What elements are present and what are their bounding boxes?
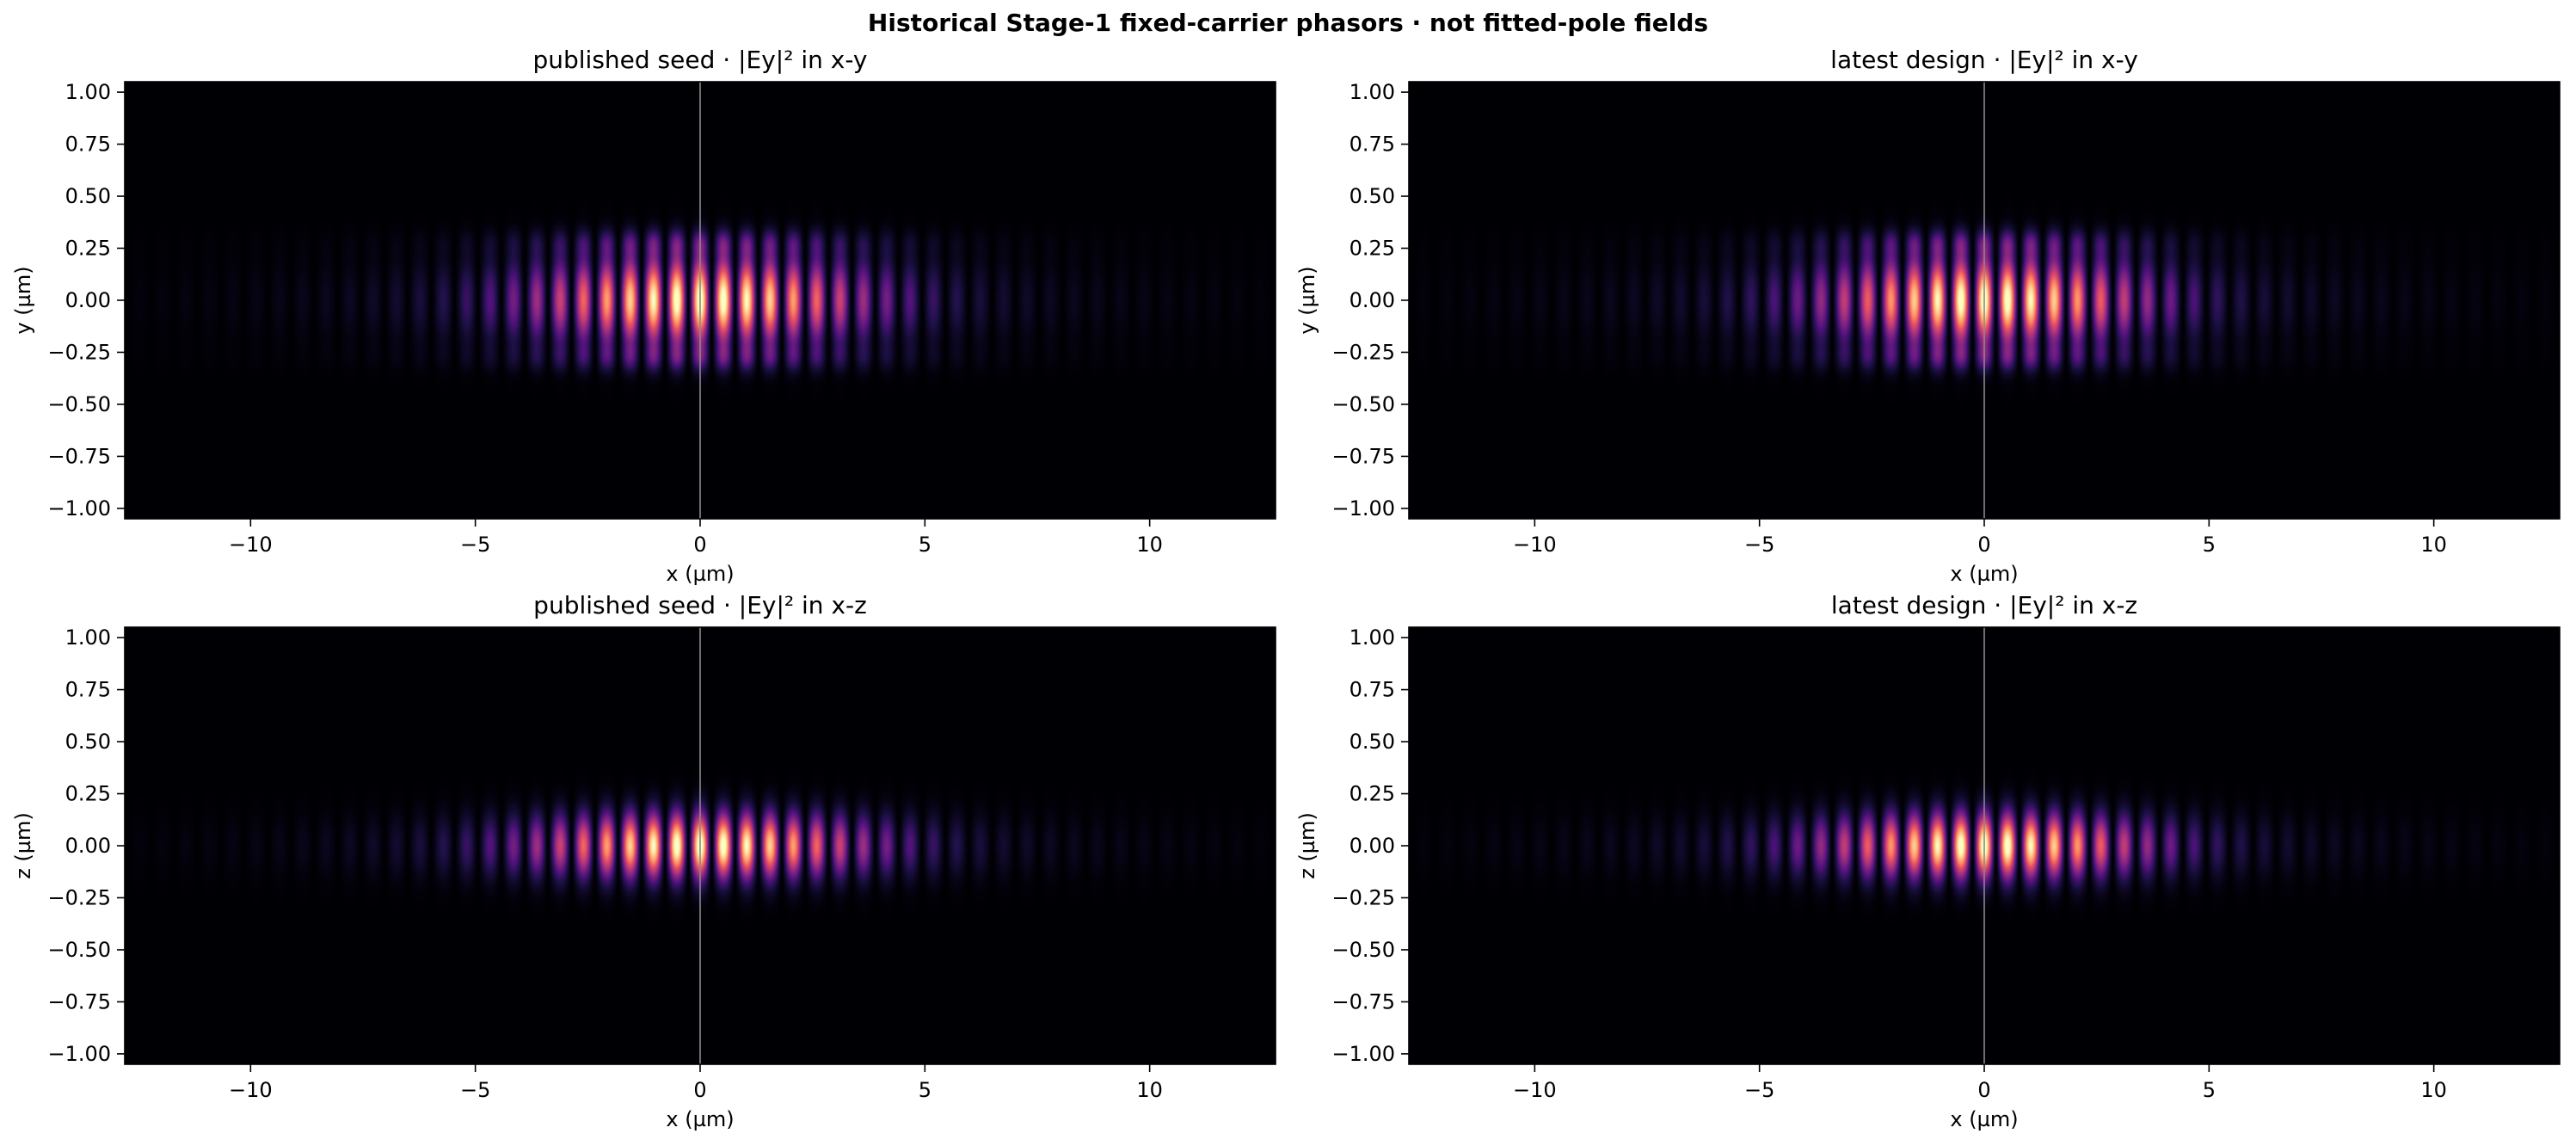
y-tick-label: −0.50 <box>1331 392 1395 416</box>
x-axis-label: x (µm) <box>1950 1107 2018 1131</box>
x-tick-label: −10 <box>229 1078 273 1102</box>
center-reference-line <box>699 627 701 1064</box>
y-tick-label: −0.50 <box>47 392 111 416</box>
y-tick-label: 0.50 <box>65 730 111 754</box>
y-tick-label: 0.75 <box>65 678 111 702</box>
center-reference-line <box>699 82 701 519</box>
y-tick-label: 1.00 <box>1349 80 1395 104</box>
y-tick-label: −0.25 <box>1331 340 1395 364</box>
y-axis-label: y (µm) <box>11 266 35 334</box>
x-tick-label: 10 <box>1136 533 1163 557</box>
y-tick-label: 0.75 <box>1349 678 1395 702</box>
x-tick-label: 10 <box>2420 1078 2447 1102</box>
y-axis-label: y (µm) <box>1295 266 1319 334</box>
x-axis-label: x (µm) <box>666 562 734 586</box>
y-tick-label: 0.25 <box>1349 782 1395 806</box>
panel-title: published seed · |Ey|² in x-z <box>533 591 867 619</box>
x-tick-label: 0 <box>693 1078 706 1102</box>
y-tick-label: −0.50 <box>47 938 111 962</box>
figure-suptitle: Historical Stage-1 fixed-carrier phasors… <box>867 9 1709 37</box>
heatmap-area <box>125 82 1276 519</box>
x-axis-label: x (µm) <box>666 1107 734 1131</box>
x-tick-label: −5 <box>1744 533 1774 557</box>
y-tick-label: 0.25 <box>65 237 111 261</box>
x-axis-label: x (µm) <box>1950 562 2018 586</box>
y-tick-label: −0.25 <box>47 340 111 364</box>
y-tick-label: 0.75 <box>1349 132 1395 157</box>
y-tick-label: −0.25 <box>1331 885 1395 909</box>
y-tick-label: 0.50 <box>1349 730 1395 754</box>
y-axis-label: z (µm) <box>1295 812 1319 879</box>
x-tick-label: −10 <box>229 533 273 557</box>
y-tick-label: 1.00 <box>65 625 111 650</box>
axes-frame <box>1408 626 2561 1065</box>
heatmap-area <box>1409 627 2560 1064</box>
axes: −10 −5 0 5 10 1.00 0.75 0.50 0.25 0.00 −0.25 −0.50 −… <box>1295 625 2561 1131</box>
axes: −10 −5 0 5 10 1.00 0.75 0.50 0.25 0.00 −0.25 −0.50 −… <box>11 625 1276 1131</box>
x-tick-label: 5 <box>919 1078 931 1102</box>
heatmap-area <box>1409 82 2560 519</box>
x-tick-label: 5 <box>2203 533 2216 557</box>
axes: −10 −5 0 5 10 1.00 0.75 0.50 0.25 0.00 −0.25 −0.50 −… <box>11 80 1276 586</box>
axes-frame <box>1408 81 2561 520</box>
y-tick-label: 0.00 <box>1349 834 1395 858</box>
axes-frame <box>124 81 1276 520</box>
x-tick-label: −10 <box>1513 1078 1557 1102</box>
y-tick-label: −0.75 <box>1331 444 1395 468</box>
y-tick-label: −0.50 <box>1331 938 1395 962</box>
panel-title: latest design · |Ey|² in x-z <box>1830 591 2138 619</box>
x-tick-label: 0 <box>1977 533 1990 557</box>
y-tick-label: 0.50 <box>1349 184 1395 208</box>
x-tick-label: 0 <box>1977 1078 1990 1102</box>
x-tick-label: −10 <box>1513 533 1557 557</box>
y-tick-label: −1.00 <box>47 1042 111 1066</box>
x-tick-label: 10 <box>1136 1078 1163 1102</box>
y-tick-label: 0.00 <box>65 834 111 858</box>
panel-title: latest design · |Ey|² in x-y <box>1830 46 2138 74</box>
axes: −10 −5 0 5 10 1.00 0.75 0.50 0.25 0.00 −0.25 −0.50 −… <box>1295 80 2561 586</box>
y-tick-label: −1.00 <box>1331 496 1395 521</box>
heatmap-area <box>125 627 1276 1064</box>
y-tick-label: −0.25 <box>47 885 111 909</box>
y-tick-label: 1.00 <box>65 80 111 104</box>
panel-title: published seed · |Ey|² in x-y <box>532 46 868 74</box>
y-tick-label: 1.00 <box>1349 625 1395 650</box>
y-tick-label: 0.25 <box>1349 237 1395 261</box>
y-tick-label: −1.00 <box>47 496 111 521</box>
x-tick-label: 5 <box>919 533 931 557</box>
y-tick-label: −0.75 <box>47 444 111 468</box>
x-tick-label: −5 <box>460 533 490 557</box>
y-tick-label: −0.75 <box>47 989 111 1014</box>
x-tick-label: 10 <box>2420 533 2447 557</box>
y-tick-label: 0.75 <box>65 132 111 157</box>
y-tick-label: 0.50 <box>65 184 111 208</box>
y-axis-label: z (µm) <box>11 812 35 879</box>
x-tick-label: −5 <box>1744 1078 1774 1102</box>
center-reference-line <box>1983 82 1985 519</box>
y-tick-label: −0.75 <box>1331 989 1395 1014</box>
axes-frame <box>124 626 1276 1065</box>
y-tick-label: 0.00 <box>1349 288 1395 312</box>
y-tick-label: −1.00 <box>1331 1042 1395 1066</box>
x-tick-label: −5 <box>460 1078 490 1102</box>
center-reference-line <box>1983 627 1985 1064</box>
x-tick-label: 5 <box>2203 1078 2216 1102</box>
y-tick-label: 0.25 <box>65 782 111 806</box>
x-tick-label: 0 <box>693 533 706 557</box>
y-tick-label: 0.00 <box>65 288 111 312</box>
